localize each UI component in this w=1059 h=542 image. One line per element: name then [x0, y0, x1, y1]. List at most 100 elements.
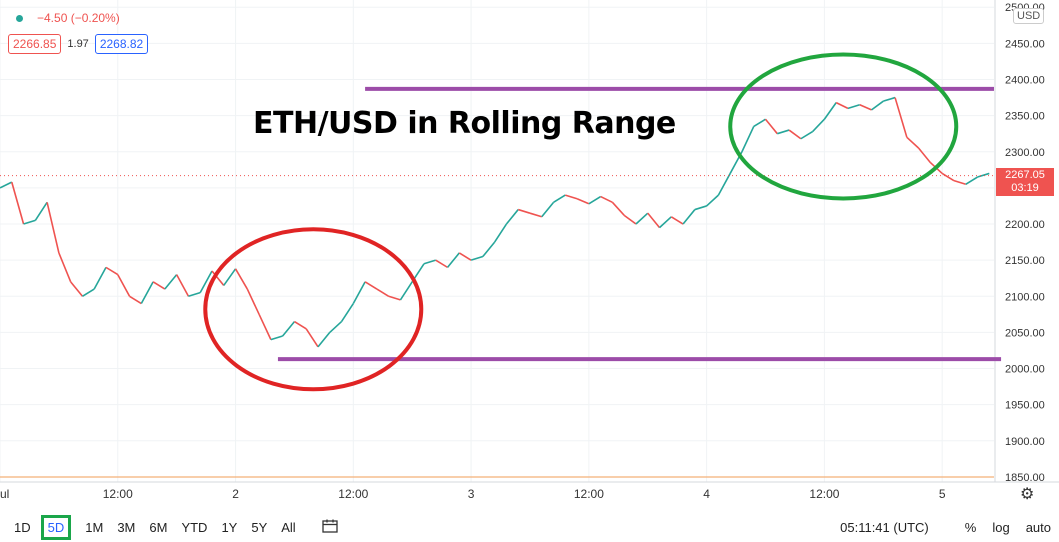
price-segment: [423, 259, 436, 265]
log-scale-toggle[interactable]: log: [992, 519, 1010, 535]
price-segment: [788, 129, 802, 140]
tf-5y[interactable]: 5Y: [251, 519, 268, 535]
y-tick-label: 1850.00: [1005, 472, 1045, 484]
price-segment: [23, 219, 36, 225]
price-segment: [211, 270, 225, 286]
x-tick-label: 5: [939, 487, 946, 501]
high-range-circle: [728, 52, 959, 201]
bar-countdown: 03:19: [1011, 182, 1039, 194]
price-segment: [611, 201, 625, 216]
price-segment: [258, 314, 272, 340]
y-tick-label: 2150.00: [1005, 255, 1045, 267]
bid-price-box[interactable]: 2266.85: [8, 34, 62, 54]
price-segment: [635, 212, 649, 225]
price-segment: [965, 176, 978, 185]
tf-1m[interactable]: 1M: [85, 519, 104, 535]
tf-3m[interactable]: 3M: [117, 519, 136, 535]
price-segment: [529, 212, 542, 218]
price-segment: [175, 274, 190, 297]
price-segment: [694, 205, 707, 211]
percent-scale-toggle[interactable]: %: [964, 519, 977, 535]
price-segment: [977, 172, 990, 178]
tf-1d[interactable]: 1D: [14, 519, 31, 535]
price-segment: [835, 101, 849, 110]
price-segment: [470, 255, 484, 261]
price-segment: [199, 270, 213, 294]
auto-scale-toggle[interactable]: auto: [1025, 519, 1051, 535]
price-segment: [553, 194, 566, 204]
price-segment: [517, 208, 531, 214]
price-segment: [906, 136, 920, 149]
price-segment: [188, 291, 201, 298]
price-segment: [34, 201, 48, 221]
price-segment: [918, 147, 932, 164]
currency-badge[interactable]: USD: [1013, 8, 1045, 24]
price-segment: [706, 194, 719, 207]
price-segment: [11, 181, 25, 225]
y-tick-label: 2300.00: [1005, 147, 1045, 159]
x-tick-label: 12:00: [574, 487, 604, 501]
tf-ytd[interactable]: YTD: [181, 519, 208, 535]
date-range-icon[interactable]: [322, 519, 338, 536]
price-segment: [588, 195, 602, 205]
market-status-dot: [16, 14, 23, 22]
price-segment: [399, 281, 413, 301]
price-segment: [670, 216, 684, 225]
price-segment: [741, 126, 755, 153]
spread-value: 1.97: [67, 38, 89, 50]
price-segment: [352, 281, 366, 304]
price-segment: [883, 96, 896, 102]
price-segment: [270, 335, 283, 341]
x-tick-label: 2: [232, 487, 239, 501]
tf-5d[interactable]: 5D: [40, 514, 72, 540]
y-tick-label: 2000.00: [1005, 364, 1045, 376]
y-tick-label: 2400.00: [1005, 74, 1045, 86]
price-segment: [565, 194, 578, 200]
price-segment: [647, 212, 661, 229]
ask-price-box[interactable]: 2268.82: [94, 34, 149, 54]
tf-6m[interactable]: 6M: [149, 519, 168, 535]
price-segment: [223, 268, 237, 286]
utc-clock[interactable]: 05:11:41 (UTC): [840, 519, 929, 535]
price-segment: [600, 195, 613, 204]
price-segment: [623, 214, 637, 225]
price-segment: [105, 266, 119, 276]
price-segment: [140, 281, 154, 304]
price-segment: [129, 295, 142, 305]
y-tick-label: 2200.00: [1005, 219, 1045, 231]
tf-1y[interactable]: 1Y: [221, 519, 238, 535]
price-segment: [364, 281, 378, 290]
price-segment: [764, 118, 778, 135]
price-segment: [812, 118, 825, 133]
price-chart[interactable]: 1850.00 1900.00 1950.00 2000.00 2050.00 2100.…: [0, 0, 1059, 512]
price-segment: [117, 274, 131, 297]
last-price-value: 2267.05: [1005, 169, 1045, 181]
price-segment: [58, 252, 72, 283]
price-segment: [458, 252, 472, 261]
last-price-tag: 2267.05 03:19: [996, 168, 1054, 196]
settings-gear-icon[interactable]: ⚙: [1020, 486, 1035, 503]
x-tick-label: 3: [468, 487, 475, 501]
tf-all[interactable]: All: [281, 519, 296, 535]
x-tick-label: 12:00: [338, 487, 368, 501]
price-segment: [505, 209, 519, 225]
symbol-legend: −4.50 (−0.20%) 2266.85 1.97 2268.82: [8, 8, 149, 54]
price-segment: [800, 130, 814, 140]
price-segment: [541, 201, 555, 218]
x-tick-label: 12:00: [103, 487, 133, 501]
price-segment: [482, 241, 496, 258]
price-segment: [93, 266, 107, 290]
price-segment: [493, 223, 508, 243]
price-segment: [46, 202, 60, 254]
price-segment: [0, 181, 13, 189]
y-tick-label: 1950.00: [1005, 400, 1045, 412]
price-segment: [435, 259, 448, 269]
price-segment: [340, 303, 354, 323]
price-segment: [70, 281, 84, 297]
price-segment: [777, 129, 790, 135]
price-segment: [847, 104, 860, 110]
price-segment: [753, 118, 766, 128]
price-segment: [305, 328, 319, 348]
price-segment: [446, 252, 460, 268]
